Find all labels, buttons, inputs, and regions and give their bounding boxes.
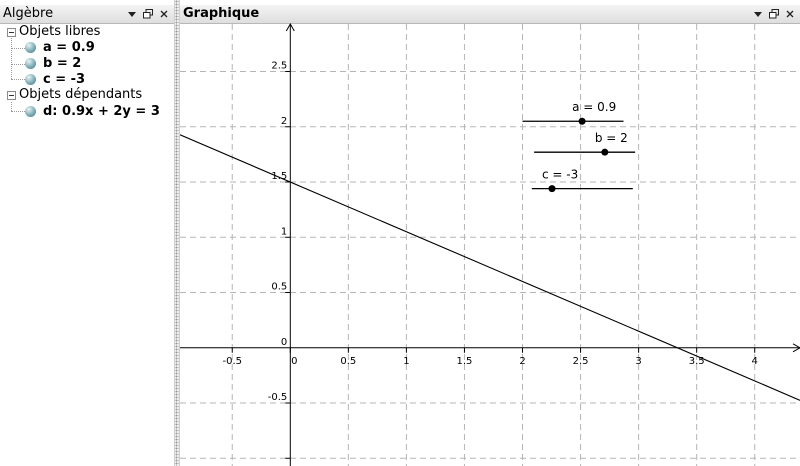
y-tick-label: 1.5 xyxy=(271,171,287,182)
slider-b[interactable]: b = 2 xyxy=(534,131,636,156)
y-tick-label: 2.5 xyxy=(271,61,287,72)
algebra-title: Algèbre xyxy=(3,6,54,21)
close-icon[interactable] xyxy=(158,8,170,20)
sliders[interactable]: a = 0.9 b = 2 c = -3 xyxy=(522,100,636,193)
object-label: c = -3 xyxy=(43,72,86,87)
object-label: b = 2 xyxy=(43,56,82,71)
tree-connector xyxy=(11,38,12,79)
dependent-objects-group[interactable]: Objets dépendants xyxy=(0,87,170,103)
y-axis-arrow-icon xyxy=(285,22,295,32)
tick-labels: -0.5 0 0.5 1 1.5 2 2.5 3 3.5 4 -0.5 0.5 1 1.5 2 2.5 0 xyxy=(222,61,757,404)
graphics-canvas[interactable]: -0.5 0 0.5 1 1.5 2 2.5 3 3.5 4 -0.5 0.5 1 1.5 2 2.5 0 a … xyxy=(180,0,800,466)
algebra-item-c[interactable]: c = -3 xyxy=(0,72,170,88)
axes xyxy=(180,22,800,466)
slider-c[interactable]: c = -3 xyxy=(531,168,633,193)
algebra-view: Algèbre Objets libres a xyxy=(0,0,174,466)
y-tick-label: 2 xyxy=(281,116,287,127)
free-objects-label: Objets libres xyxy=(19,24,101,39)
slider-label: b = 2 xyxy=(595,131,628,145)
graphics-titlebar: Graphique xyxy=(180,5,800,24)
free-objects-group[interactable]: Objets libres xyxy=(0,24,170,40)
x-axis-arrow-icon xyxy=(792,343,800,353)
line-d-path[interactable] xyxy=(180,134,800,401)
x-tick-label: 3.5 xyxy=(689,356,705,367)
algebra-item-d[interactable]: d: 0.9x + 2y = 3 xyxy=(0,104,170,120)
tree-connector xyxy=(11,48,25,49)
slider-knob[interactable] xyxy=(601,148,609,156)
slider-a[interactable]: a = 0.9 xyxy=(522,100,624,125)
x-tick-label: -0.5 xyxy=(222,356,242,367)
x-tick-label: 2 xyxy=(519,356,525,367)
slider-knob[interactable] xyxy=(548,185,556,193)
visibility-toggle-icon[interactable] xyxy=(25,58,36,69)
y-tick-label: 0.5 xyxy=(271,282,287,293)
x-tick-label: 2.5 xyxy=(573,356,589,367)
slider-knob[interactable] xyxy=(578,117,586,125)
x-tick-label: 1.5 xyxy=(457,356,473,367)
x-tick-label: 0 xyxy=(291,356,297,367)
undock-icon[interactable] xyxy=(142,8,154,20)
y-tick-label: -0.5 xyxy=(268,392,288,403)
collapse-icon[interactable] xyxy=(752,8,764,20)
object-label: d: 0.9x + 2y = 3 xyxy=(43,104,160,119)
origin-label: 0 xyxy=(281,337,287,348)
dependent-objects-label: Objets dépendants xyxy=(19,87,143,102)
slider-label: c = -3 xyxy=(542,168,578,182)
slider-label: a = 0.9 xyxy=(572,100,616,114)
tree-connector xyxy=(11,111,25,112)
line-d[interactable] xyxy=(180,134,800,401)
y-tick-label: 1 xyxy=(281,226,287,237)
algebra-item-b[interactable]: b = 2 xyxy=(0,56,170,72)
visibility-toggle-icon[interactable] xyxy=(25,74,36,85)
undock-icon[interactable] xyxy=(768,8,780,20)
visibility-toggle-icon[interactable] xyxy=(25,42,36,53)
tree-connector xyxy=(11,102,12,111)
collapse-toggle-icon[interactable] xyxy=(7,28,16,37)
x-tick-label: 3 xyxy=(635,356,641,367)
x-tick-label: 1 xyxy=(403,356,409,367)
graphics-view[interactable]: Graphique -0.5 0 0.5 1 1.5 2 2.5 3 3.5 4 -0.5 0.5 1 1… xyxy=(180,0,800,466)
object-label: a = 0.9 xyxy=(43,40,95,55)
collapse-toggle-icon[interactable] xyxy=(7,91,16,100)
tree-connector xyxy=(11,79,25,80)
close-icon[interactable] xyxy=(784,8,796,20)
tree-connector xyxy=(11,64,25,65)
algebra-titlebar: Algèbre xyxy=(0,5,174,24)
panel-splitter[interactable] xyxy=(174,0,180,466)
graphics-title: Graphique xyxy=(183,6,260,21)
visibility-toggle-icon[interactable] xyxy=(25,106,36,117)
collapse-icon[interactable] xyxy=(126,8,138,20)
grid xyxy=(180,24,800,466)
x-tick-label: 0.5 xyxy=(340,356,356,367)
x-tick-label: 4 xyxy=(752,356,758,367)
algebra-item-a[interactable]: a = 0.9 xyxy=(0,40,170,56)
